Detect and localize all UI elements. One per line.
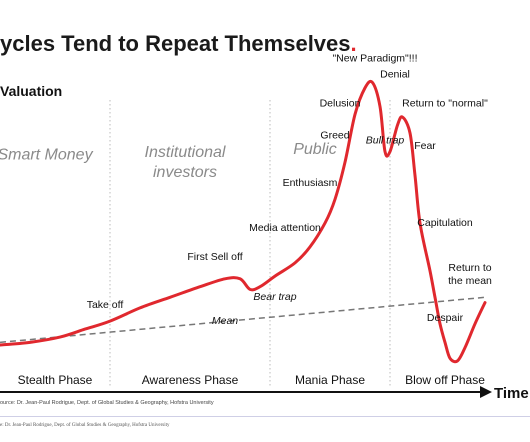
title-dot: . <box>350 31 357 56</box>
investor-group-institutional-investors: Institutional investors <box>145 144 226 181</box>
annotation-the-mean: the mean <box>448 275 492 287</box>
x-axis-label: Time <box>494 385 529 402</box>
annotation-greed: Greed <box>320 129 349 141</box>
annotation-return-to-normal: Return to "normal" <box>402 98 488 110</box>
annotation-media-attention: Media attention <box>249 222 321 234</box>
annotation-fear: Fear <box>414 140 436 152</box>
annotation-new-paradigm: "New Paradigm"!!! <box>332 52 417 64</box>
investor-group-public: Public <box>293 141 337 158</box>
chart-title: ycles Tend to Repeat Themselves. <box>0 31 357 56</box>
market-cycle-curve <box>0 79 487 364</box>
phase-label-mania-phase: Mania Phase <box>295 373 365 387</box>
source-note: ource: Dr. Jean-Paul Rodrigue, Dept. of … <box>0 400 214 406</box>
annotation-enthusiasm: Enthusiasm <box>283 177 338 189</box>
investor-group-labels: Smart Money Institutional investors Public <box>0 141 337 181</box>
phase-label-stealth-phase: Stealth Phase <box>18 373 93 387</box>
phase-labels: Stealth Phase Awareness Phase Mania Phase B… <box>18 373 486 387</box>
mean-line <box>0 296 486 344</box>
phase-label-awareness-phase: Awareness Phase <box>142 373 239 387</box>
annotation-denial: Denial <box>380 68 410 80</box>
x-axis-arrow <box>480 386 492 398</box>
annotation-bull-trap: Bull trap <box>366 135 405 147</box>
annotation-capitulation: Capitulation <box>417 217 473 229</box>
annotation-take-off: Take off <box>87 299 124 311</box>
annotation-bear-trap: Bear trap <box>253 291 296 303</box>
annotation-first-sell-off: First Sell off <box>187 251 242 263</box>
annotation-delusion: Delusion <box>320 98 361 110</box>
annotation-mean: Mean <box>212 315 238 327</box>
annotations: Take off First Sell off Bear trap Mean Media… <box>87 52 492 326</box>
investor-group-smart-money: Smart Money <box>0 147 94 164</box>
footer-divider <box>0 416 530 417</box>
y-axis-label: Valuation <box>0 83 62 99</box>
footer-text: e: Dr. Jean-Paul Rodrigue, Dept. of Glob… <box>0 423 170 428</box>
annotation-despair: Despair <box>427 312 464 324</box>
annotation-return-to: Return to <box>448 262 491 274</box>
phase-label-blow-off-phase: Blow off Phase <box>405 373 485 387</box>
